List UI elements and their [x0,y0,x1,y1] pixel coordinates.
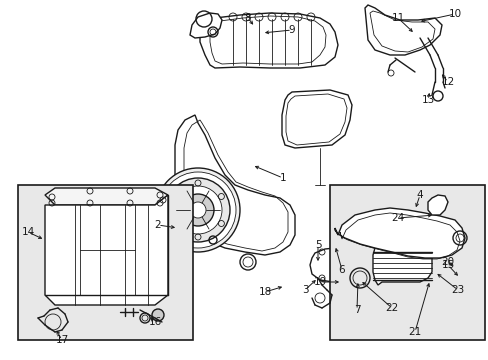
Text: 1: 1 [279,173,286,183]
Text: 6: 6 [338,265,345,275]
Text: 17: 17 [55,335,68,345]
Polygon shape [200,13,337,68]
Circle shape [160,172,236,248]
Text: 5: 5 [314,240,321,250]
Text: 14: 14 [21,227,35,237]
Text: 9: 9 [288,25,295,35]
Polygon shape [427,195,447,215]
Polygon shape [45,188,168,205]
Text: 22: 22 [385,303,398,313]
Text: 13: 13 [421,95,434,105]
Polygon shape [175,115,294,255]
Polygon shape [372,244,431,285]
Text: 2: 2 [154,220,161,230]
Circle shape [182,194,214,226]
Bar [329,185,484,340]
Circle shape [156,168,240,252]
Polygon shape [376,258,467,310]
Circle shape [174,186,222,234]
Text: 24: 24 [390,213,404,223]
Text: 8: 8 [244,13,251,23]
Text: 15: 15 [441,260,454,270]
Text: 21: 21 [407,327,421,337]
Text: 16: 16 [148,317,162,327]
Text: 23: 23 [450,285,464,295]
Text: 20: 20 [441,257,454,267]
Text: 7: 7 [353,305,360,315]
Circle shape [190,202,205,218]
Polygon shape [364,5,441,55]
Circle shape [165,178,229,242]
Polygon shape [282,90,351,148]
Polygon shape [190,13,222,38]
Text: 12: 12 [441,77,454,87]
Polygon shape [334,208,464,258]
Polygon shape [45,195,168,305]
Text: 3: 3 [301,285,307,295]
Text: 18: 18 [258,287,271,297]
Text: 11: 11 [390,13,404,23]
Circle shape [152,309,163,321]
Bar [18,185,193,340]
Polygon shape [309,247,391,283]
Text: 19: 19 [313,277,326,287]
Text: 10: 10 [447,9,461,19]
Text: 4: 4 [416,190,423,200]
